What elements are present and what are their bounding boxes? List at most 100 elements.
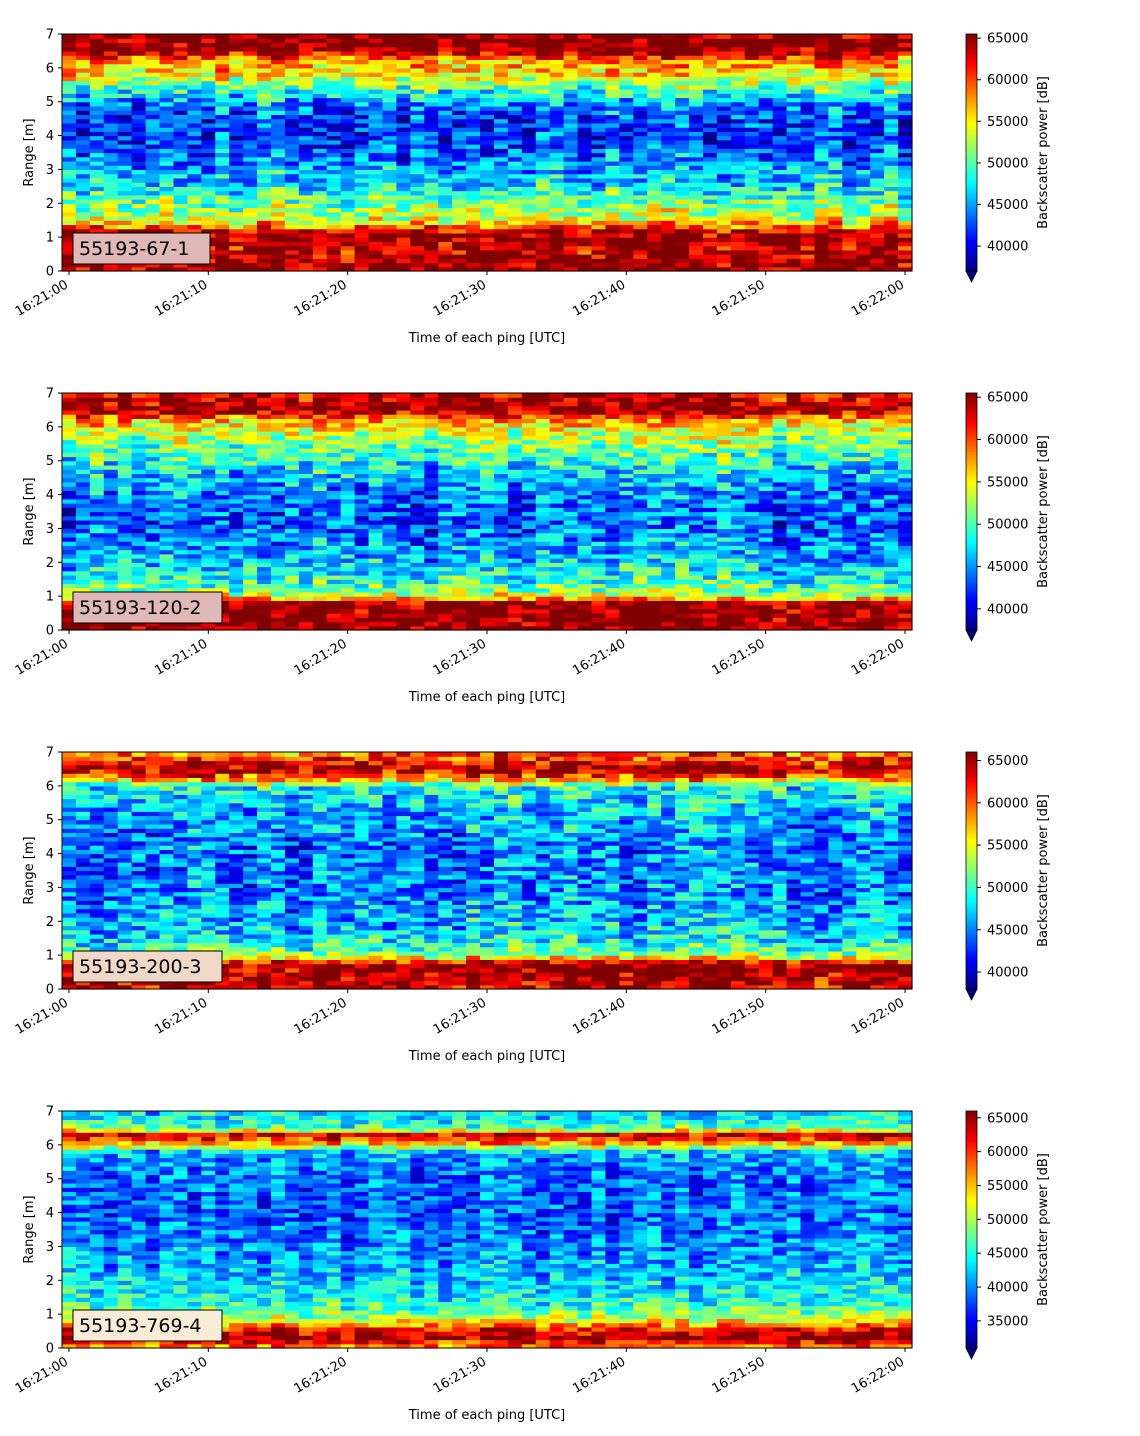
heatmap-cell: [131, 414, 147, 419]
heatmap-cell: [689, 110, 704, 116]
heatmap-cell: [326, 409, 342, 415]
heatmap-cell: [424, 152, 439, 158]
heatmap-cell: [842, 110, 857, 116]
heatmap-cell: [257, 249, 272, 255]
heatmap-cell: [800, 228, 816, 234]
heatmap-cell: [535, 110, 551, 116]
heatmap-cell: [215, 215, 230, 221]
heatmap-cell: [772, 80, 788, 86]
colorbar-segment: [966, 221, 977, 225]
heatmap-cell: [131, 625, 147, 631]
heatmap-cell: [828, 152, 843, 158]
heatmap-cell: [563, 118, 579, 124]
heatmap-cell: [187, 460, 202, 466]
heatmap-cell: [117, 621, 133, 627]
heatmap-cell: [257, 401, 272, 407]
heatmap-cell: [326, 464, 342, 470]
heatmap-cell: [354, 431, 370, 436]
heatmap-cell: [772, 237, 788, 242]
heatmap-cell: [103, 460, 119, 466]
heatmap-cell: [298, 596, 314, 601]
heatmap-cell: [605, 59, 620, 65]
heatmap-cell: [201, 262, 216, 268]
heatmap-cell: [340, 148, 356, 154]
heatmap-cell: [117, 131, 133, 137]
heatmap-cell: [368, 110, 384, 116]
heatmap-cell: [424, 258, 439, 264]
heatmap-cell: [117, 105, 133, 111]
heatmap-cell: [340, 84, 356, 90]
heatmap-cell: [647, 262, 662, 268]
heatmap-cell: [340, 528, 356, 534]
colorbar-segment: [966, 225, 977, 229]
heatmap-cell: [689, 245, 704, 251]
colorbar-segment: [966, 69, 977, 73]
heatmap-cell: [368, 464, 384, 470]
heatmap-cell: [730, 220, 746, 226]
heatmap-cell: [145, 393, 161, 398]
heatmap-cell: [62, 245, 77, 251]
heatmap-cell: [884, 89, 899, 94]
heatmap-cell: [633, 34, 648, 39]
heatmap-cell: [187, 507, 202, 513]
heatmap-cell: [326, 519, 342, 525]
heatmap-cell: [410, 220, 425, 226]
heatmap-cell: [466, 203, 481, 209]
heatmap-cell: [898, 114, 913, 120]
heatmap-cell: [605, 139, 620, 145]
heatmap-cell: [898, 55, 913, 60]
heatmap-cell: [229, 262, 244, 268]
heatmap-cell: [424, 160, 439, 166]
heatmap-cell: [229, 89, 244, 94]
heatmap-cell: [271, 46, 286, 52]
heatmap-cell: [758, 211, 774, 217]
heatmap-cell: [159, 409, 175, 415]
heatmap-cell: [507, 110, 523, 116]
heatmap-cell: [619, 177, 634, 183]
heatmap-cell: [702, 139, 718, 145]
heatmap-cell: [535, 182, 551, 187]
heatmap-cell: [89, 439, 105, 445]
heatmap-cell: [452, 139, 467, 145]
heatmap-cell: [159, 405, 175, 411]
heatmap-cell: [828, 110, 843, 116]
heatmap-cell: [117, 114, 133, 120]
heatmap-cell: [647, 160, 662, 166]
heatmap-cell: [75, 97, 91, 103]
heatmap-cell: [215, 515, 230, 521]
heatmap-cell: [117, 67, 133, 73]
heatmap-cell: [215, 89, 230, 94]
heatmap-cell: [786, 203, 802, 209]
heatmap-cell: [591, 118, 607, 124]
heatmap-cell: [271, 439, 286, 445]
heatmap-cell: [340, 549, 356, 555]
heatmap-cell: [382, 249, 398, 255]
heatmap-cell: [382, 460, 398, 466]
heatmap-cell: [298, 55, 314, 60]
heatmap-cell: [493, 152, 509, 158]
heatmap-cell: [284, 224, 300, 230]
heatmap-cell: [298, 203, 314, 209]
heatmap-cell: [702, 207, 718, 213]
heatmap-cell: [521, 72, 537, 77]
heatmap-cell: [493, 76, 509, 82]
heatmap-cell: [187, 621, 202, 627]
heatmap-cell: [340, 241, 356, 247]
heatmap-cell: [131, 486, 147, 491]
heatmap-cell: [549, 118, 565, 124]
heatmap-cell: [215, 481, 230, 487]
heatmap-cell: [438, 144, 453, 149]
heatmap-cell: [89, 169, 105, 175]
heatmap-cell: [173, 422, 189, 428]
heatmap-cell: [563, 148, 579, 154]
colorbar-segment: [966, 168, 977, 171]
heatmap-cell: [368, 486, 384, 491]
heatmap-cell: [243, 473, 258, 479]
heatmap-cell: [145, 224, 161, 230]
heatmap-cell: [257, 566, 272, 572]
heatmap-cell: [814, 59, 829, 65]
heatmap-cell: [326, 72, 342, 77]
heatmap-cell: [257, 469, 272, 475]
heatmap-cell: [675, 220, 690, 226]
heatmap-cell: [396, 613, 411, 618]
